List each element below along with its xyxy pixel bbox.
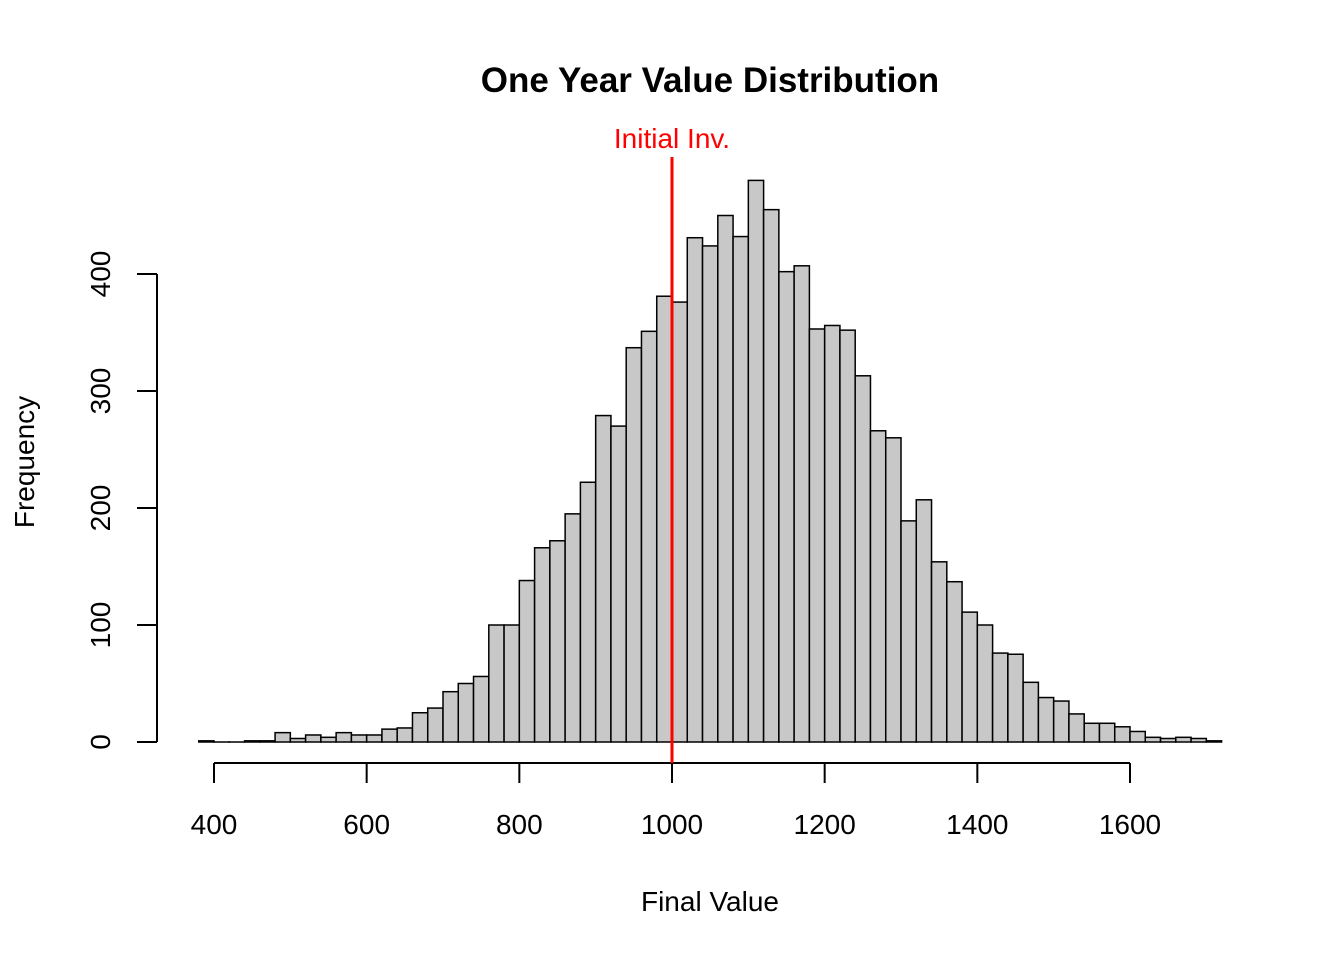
histogram-bar [655,295,673,743]
histogram-bar [839,329,856,743]
histogram-bar [976,624,994,743]
histogram-bar [1022,681,1040,743]
histogram-bar [808,328,826,743]
x-axis: 400 600 800 1000 1200 1400 1600 [191,762,1161,840]
histogram-bar [564,513,582,743]
histogram-bar [717,214,734,743]
histogram-bar [1037,696,1055,743]
histogram-bar [762,208,780,743]
histogram-bar [1190,737,1208,743]
histogram-bar [1113,726,1131,743]
x-tick-label: 1400 [946,809,1008,840]
histogram-bar [1205,740,1223,743]
histogram-bar [1068,713,1085,743]
histogram-bar [1083,722,1101,743]
y-axis: 0 100 200 300 400 [85,251,158,750]
histogram-bar [472,675,490,743]
x-tick-label: 400 [191,809,238,840]
histogram-bar [411,712,429,743]
x-axis-label: Final Value [641,886,779,917]
histogram-bar [594,414,612,743]
y-axis-label: Frequency [9,396,40,528]
y-tick-label: 400 [85,251,116,298]
histogram-bar [930,561,948,743]
y-tick-label: 200 [85,485,116,532]
histogram-bar [365,734,383,743]
histogram-bar [1159,737,1177,743]
histogram-bar [259,740,276,743]
histogram-bar [686,236,704,743]
histogram-bar [610,425,627,743]
histogram-bar [1175,736,1192,743]
histogram-bar [320,736,337,743]
histogram-bar [442,690,460,743]
histogram-bar [671,301,689,743]
histogram-bar [869,430,887,743]
histogram-bar [396,727,414,743]
histogram-bar [335,731,353,743]
histogram-bars [197,179,1223,743]
x-tick-label: 1200 [794,809,856,840]
histogram-bar [946,580,963,743]
histogram-bar [457,682,475,743]
histogram-bar [197,740,215,743]
histogram-bar [884,437,902,743]
histogram-bar [533,547,551,743]
histogram-bar [274,731,292,743]
histogram-bar [732,235,750,743]
histogram-bar [1098,722,1116,743]
initial-investment-label: Initial Inv. [614,123,730,154]
histogram-bar [991,652,1009,743]
histogram-bar [854,375,872,743]
histogram-bar [350,734,368,743]
histogram-bar [1129,730,1147,743]
histogram-bar [518,579,536,743]
histogram-bar [778,270,795,743]
histogram-bar [304,734,322,743]
x-tick-label: 1000 [641,809,703,840]
histogram-bar [701,245,719,743]
histogram-bar [1007,653,1024,743]
histogram-bar [488,624,505,743]
histogram-bar [625,346,643,743]
histogram-bar [793,265,811,743]
histogram-bar [900,520,918,743]
histogram-bar [1052,700,1070,743]
histogram-bar [243,740,261,743]
y-tick-label: 0 [85,734,116,750]
y-tick-label: 300 [85,368,116,415]
histogram-bar [961,611,979,743]
histogram-bar [579,481,597,743]
x-tick-label: 800 [496,809,543,840]
histogram-bar [426,707,444,743]
x-tick-label: 600 [343,809,390,840]
chart-title: One Year Value Distribution [481,61,939,100]
histogram-bar [747,179,765,743]
histogram-bar [640,330,658,743]
y-tick-label: 100 [85,602,116,649]
histogram-bar [381,728,398,743]
histogram-bar [549,540,566,743]
histogram-bar [915,499,933,743]
histogram-bar [503,624,521,743]
x-tick-label: 1600 [1099,809,1161,840]
histogram-bar [1144,736,1162,743]
histogram-bar [823,324,841,743]
histogram-bar [289,737,307,743]
